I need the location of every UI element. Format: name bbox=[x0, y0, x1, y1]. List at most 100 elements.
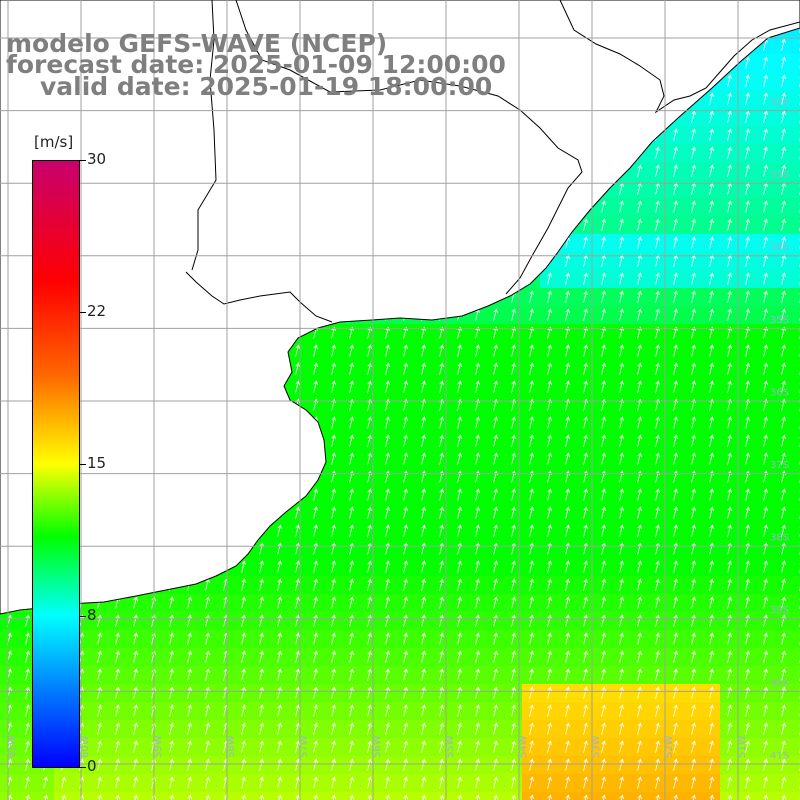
wind-arrow bbox=[619, 236, 624, 249]
wind-arrow bbox=[439, 524, 444, 537]
longitude-label: 56W bbox=[372, 735, 383, 758]
wind-arrow bbox=[529, 776, 534, 789]
wind-arrow bbox=[637, 362, 642, 375]
field-cell bbox=[792, 108, 800, 126]
wind-arrow bbox=[583, 758, 588, 771]
wind-arrow bbox=[709, 434, 714, 447]
wind-arrow bbox=[133, 722, 138, 735]
wind-arrow bbox=[673, 254, 678, 267]
wind-arrow bbox=[673, 452, 678, 465]
wind-arrow bbox=[295, 650, 300, 663]
wind-arrow bbox=[781, 614, 786, 627]
wind-arrow bbox=[655, 704, 660, 717]
wind-arrow bbox=[601, 434, 606, 447]
wind-arrow bbox=[25, 722, 30, 735]
latitude-label: 40S bbox=[770, 678, 789, 689]
wind-arrow bbox=[763, 560, 768, 573]
wind-arrow bbox=[565, 560, 570, 573]
colorbar-tick-mark bbox=[80, 464, 86, 465]
wind-arrow bbox=[727, 740, 732, 753]
wind-arrow bbox=[655, 794, 660, 800]
wind-arrow bbox=[403, 362, 408, 375]
wind-arrow bbox=[169, 668, 174, 681]
wind-arrow bbox=[421, 380, 426, 393]
wind-arrow bbox=[565, 596, 570, 609]
wind-arrow bbox=[331, 488, 336, 501]
wind-arrow bbox=[781, 236, 786, 249]
wind-arrow bbox=[691, 416, 696, 429]
wind-arrow bbox=[655, 758, 660, 771]
field-cell bbox=[144, 792, 162, 800]
wind-arrow bbox=[439, 632, 444, 645]
wind-arrow bbox=[403, 740, 408, 753]
field-cell bbox=[792, 306, 800, 324]
colorbar-gradient bbox=[32, 160, 80, 768]
wind-arrow bbox=[619, 362, 624, 375]
wind-arrow bbox=[745, 488, 750, 501]
wind-arrow bbox=[601, 596, 606, 609]
wind-arrow bbox=[331, 632, 336, 645]
wind-arrow bbox=[637, 200, 642, 213]
wind-arrow bbox=[691, 488, 696, 501]
wind-arrow bbox=[547, 344, 552, 357]
wind-arrow bbox=[367, 362, 372, 375]
wind-arrow bbox=[691, 380, 696, 393]
wind-arrow bbox=[475, 686, 480, 699]
wind-arrow bbox=[331, 578, 336, 591]
wind-arrow bbox=[583, 218, 588, 231]
field-cell bbox=[414, 792, 432, 800]
wind-arrow bbox=[313, 704, 318, 717]
wind-arrow bbox=[529, 488, 534, 501]
wind-arrow bbox=[493, 722, 498, 735]
wind-arrow bbox=[403, 632, 408, 645]
wind-arrow bbox=[745, 776, 750, 789]
wind-arrow bbox=[25, 614, 30, 627]
field-cell bbox=[288, 792, 306, 800]
wind-arrow bbox=[7, 794, 12, 800]
wind-arrow bbox=[529, 578, 534, 591]
wind-arrow bbox=[763, 110, 768, 123]
field-cell bbox=[792, 252, 800, 270]
wind-arrow bbox=[691, 758, 696, 771]
wind-arrow bbox=[457, 362, 462, 375]
wind-arrow bbox=[727, 632, 732, 645]
wind-arrow bbox=[511, 668, 516, 681]
wind-arrow bbox=[691, 560, 696, 573]
wind-arrow bbox=[511, 758, 516, 771]
wind-arrow bbox=[187, 686, 192, 699]
wind-arrow bbox=[547, 740, 552, 753]
wind-arrow bbox=[313, 578, 318, 591]
wind-arrow bbox=[115, 722, 120, 735]
wind-arrow bbox=[655, 362, 660, 375]
wind-arrow bbox=[763, 326, 768, 339]
wind-arrow bbox=[709, 380, 714, 393]
wind-arrow bbox=[25, 776, 30, 789]
wind-arrow bbox=[331, 362, 336, 375]
wind-arrow bbox=[745, 200, 750, 213]
wind-arrow bbox=[349, 758, 354, 771]
field-cell bbox=[504, 792, 522, 800]
wind-arrow bbox=[781, 272, 786, 285]
wind-arrow bbox=[745, 614, 750, 627]
wind-arrow bbox=[439, 506, 444, 519]
wind-arrow bbox=[259, 596, 264, 609]
wind-arrow bbox=[529, 308, 534, 321]
wind-arrow bbox=[691, 434, 696, 447]
wind-arrow bbox=[385, 416, 390, 429]
wind-arrow bbox=[43, 794, 48, 800]
field-cell bbox=[360, 792, 378, 800]
wind-arrow bbox=[637, 488, 642, 501]
wind-arrow bbox=[727, 272, 732, 285]
wind-arrow bbox=[367, 650, 372, 663]
wind-arrow bbox=[583, 632, 588, 645]
wind-arrow bbox=[655, 434, 660, 447]
wind-arrow bbox=[97, 668, 102, 681]
wind-arrow bbox=[115, 668, 120, 681]
wind-arrow bbox=[709, 452, 714, 465]
wind-arrow bbox=[259, 776, 264, 789]
wind-arrow bbox=[691, 614, 696, 627]
wind-arrow bbox=[367, 560, 372, 573]
field-cell bbox=[342, 792, 360, 800]
wind-arrow bbox=[727, 614, 732, 627]
wind-arrow bbox=[25, 632, 30, 645]
